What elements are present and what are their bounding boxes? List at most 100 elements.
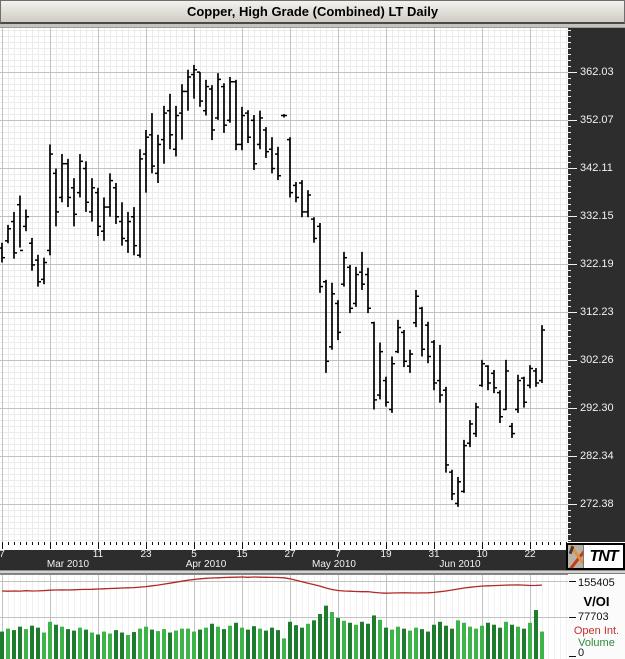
ohlc-bar[interactable] — [401, 329, 407, 368]
volume-bar[interactable] — [492, 624, 496, 659]
volume-bar[interactable] — [384, 627, 388, 659]
volume-bar[interactable] — [528, 622, 532, 659]
ohlc-bar[interactable] — [257, 110, 263, 150]
ohlc-bar[interactable] — [131, 207, 137, 256]
volume-bar[interactable] — [270, 627, 274, 659]
volume-bar[interactable] — [288, 621, 292, 659]
volume-bar[interactable] — [498, 627, 502, 659]
volume-bar[interactable] — [390, 629, 394, 659]
volume-bar[interactable] — [156, 631, 160, 659]
ohlc-bar[interactable] — [17, 195, 23, 252]
volume-bar[interactable] — [54, 624, 58, 659]
volume-bar[interactable] — [6, 628, 10, 659]
volume-bar[interactable] — [186, 628, 190, 659]
ohlc-bar[interactable] — [155, 134, 161, 183]
volume-bar[interactable] — [204, 627, 208, 659]
ohlc-bar[interactable] — [293, 182, 299, 203]
volume-bar[interactable] — [414, 627, 418, 659]
volume-bar[interactable] — [438, 621, 442, 659]
volume-bar[interactable] — [84, 629, 88, 659]
ohlc-bar[interactable] — [197, 71, 203, 107]
volume-bar[interactable] — [372, 615, 376, 659]
ohlc-bar[interactable] — [371, 321, 377, 410]
volume-bar[interactable] — [78, 627, 82, 659]
volume-bar[interactable] — [534, 610, 538, 659]
ohlc-bar[interactable] — [245, 110, 251, 143]
ohlc-bar[interactable] — [251, 115, 257, 170]
ohlc-bar[interactable] — [227, 76, 233, 123]
ohlc-bar[interactable] — [317, 222, 323, 293]
ohlc-bar[interactable] — [281, 114, 287, 118]
open-interest-line[interactable] — [1, 576, 543, 594]
ohlc-bar[interactable] — [0, 242, 5, 263]
volume-bar[interactable] — [486, 622, 490, 659]
ohlc-bar[interactable] — [299, 180, 305, 218]
volume-bar[interactable] — [24, 629, 28, 659]
volume-bar[interactable] — [252, 626, 256, 659]
ohlc-bar[interactable] — [53, 168, 59, 227]
volume-bar[interactable] — [504, 621, 508, 659]
ohlc-bar[interactable] — [35, 254, 41, 287]
ohlc-bar[interactable] — [425, 321, 431, 364]
volume-bar[interactable] — [450, 628, 454, 659]
volume-bar[interactable] — [456, 620, 460, 659]
volume-oi-canvas[interactable] — [0, 574, 568, 659]
ohlc-bar[interactable] — [521, 376, 527, 408]
volume-bar[interactable] — [468, 626, 472, 659]
volume-bar[interactable] — [132, 632, 136, 659]
volume-bar[interactable] — [96, 634, 100, 659]
ohlc-bar[interactable] — [23, 209, 29, 232]
ohlc-bar[interactable] — [383, 376, 389, 407]
volume-bar[interactable] — [522, 628, 526, 659]
ohlc-bar[interactable] — [461, 439, 467, 493]
volume-bar[interactable] — [378, 619, 382, 659]
volume-bar[interactable] — [102, 631, 106, 659]
ohlc-bar[interactable] — [101, 197, 107, 241]
ohlc-bar[interactable] — [233, 79, 239, 151]
ohlc-bar[interactable] — [437, 344, 443, 403]
ohlc-bar[interactable] — [539, 325, 545, 383]
volume-bar[interactable] — [228, 625, 232, 659]
date-axis[interactable]: 7 11 23 5 15 27 7 19 31 10 22 Mar 2010 Apr 2010 May 2… — [0, 550, 568, 570]
ohlc-bar[interactable] — [497, 390, 503, 423]
ohlc-bar[interactable] — [83, 161, 89, 212]
volume-bar[interactable] — [444, 625, 448, 659]
ohlc-bar[interactable] — [377, 342, 383, 400]
ohlc-bar[interactable] — [509, 422, 515, 438]
ohlc-bar[interactable] — [209, 85, 215, 141]
ohlc-bar[interactable] — [125, 211, 131, 253]
volume-bar[interactable] — [30, 625, 34, 659]
volume-bar[interactable] — [318, 613, 322, 659]
ohlc-bar[interactable] — [203, 79, 209, 116]
ohlc-bar[interactable] — [467, 420, 473, 448]
volume-bar[interactable] — [480, 625, 484, 659]
ohlc-bar[interactable] — [161, 105, 167, 164]
price-chart-plot-area[interactable] — [0, 28, 568, 542]
ohlc-bar[interactable] — [119, 202, 125, 246]
volume-bar[interactable] — [312, 620, 316, 659]
ohlc-bar[interactable] — [443, 386, 449, 473]
volume-bar[interactable] — [474, 628, 478, 659]
volume-bar[interactable] — [276, 630, 280, 659]
ohlc-bar[interactable] — [215, 73, 221, 120]
volume-bar[interactable] — [174, 630, 178, 659]
ohlc-bar[interactable] — [137, 149, 143, 258]
volume-bar[interactable] — [72, 630, 76, 659]
ohlc-bar[interactable] — [449, 469, 455, 501]
volume-bar[interactable] — [216, 626, 220, 659]
ohlc-bar[interactable] — [515, 374, 521, 413]
volume-bar[interactable] — [66, 629, 70, 659]
volume-open-interest-plot-area[interactable] — [0, 574, 568, 659]
ohlc-bar[interactable] — [347, 264, 353, 314]
ohlc-bar[interactable] — [389, 356, 395, 413]
volume-bar[interactable] — [540, 631, 544, 659]
volume-bar[interactable] — [336, 617, 340, 659]
volume-bar[interactable] — [516, 626, 520, 659]
volume-bar[interactable] — [264, 630, 268, 659]
ohlc-bar[interactable] — [11, 211, 17, 259]
ohlc-bar[interactable] — [455, 476, 461, 507]
volume-bar[interactable] — [402, 628, 406, 659]
volume-bar[interactable] — [354, 624, 358, 659]
ohlc-bar[interactable] — [149, 113, 155, 174]
volume-bar[interactable] — [462, 622, 466, 659]
